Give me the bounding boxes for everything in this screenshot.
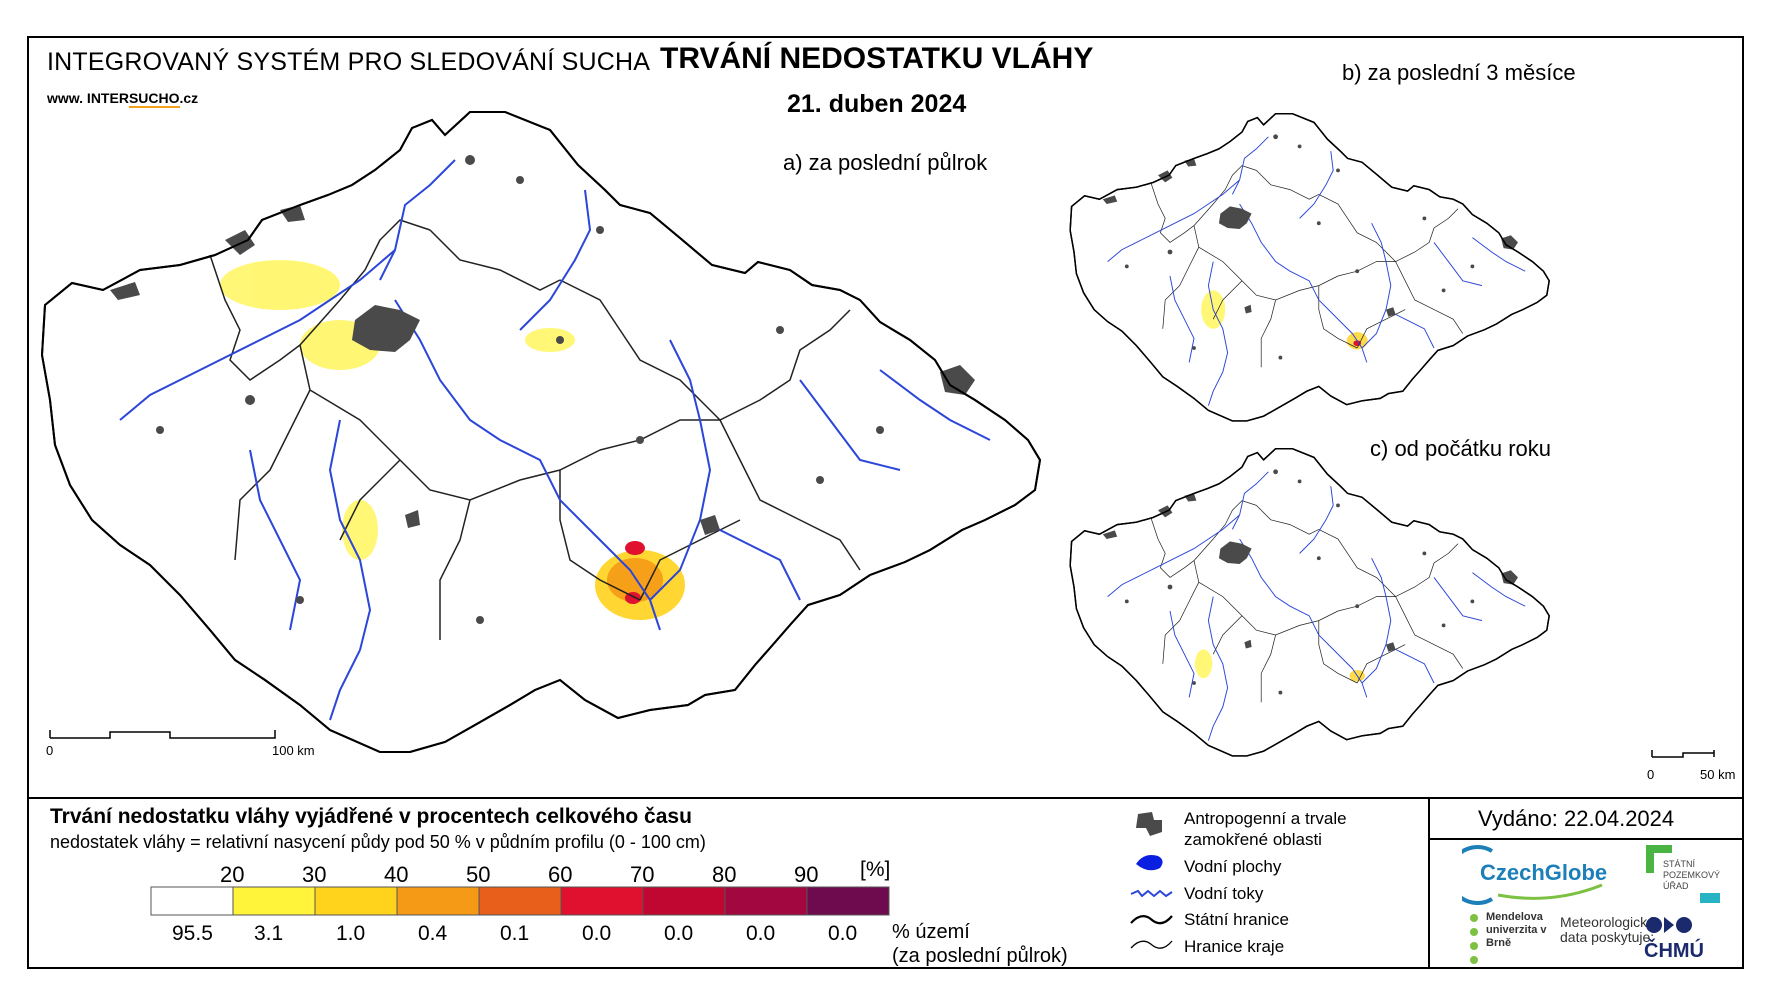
area-percentage: 0.0 [828, 922, 858, 945]
scale-main-end: 100 km [272, 743, 315, 758]
legend-unit: [%] [860, 858, 891, 881]
czechglobe-text: CzechGlobe [1480, 860, 1608, 885]
chmu-logo [1646, 917, 1692, 933]
threshold-label: 60 [548, 862, 573, 887]
scale-bar-small [1651, 750, 1715, 758]
issued-divider [1428, 838, 1744, 840]
legend-symbols [1130, 812, 1173, 949]
ramp-segment [314, 886, 398, 916]
area-percentage: 0.0 [582, 922, 612, 945]
map-frame [27, 36, 1744, 969]
legend-urban-label: Antropogenní a trvale zamokřené oblasti [1184, 809, 1347, 849]
area-percentage: 95.5 [172, 922, 213, 945]
map-c-label: c) od počátku roku [1370, 436, 1551, 461]
ramp-segment [396, 886, 480, 916]
scale-small-end: 50 km [1700, 767, 1736, 782]
mendel-text: Mendelova univerzita v Brně [1486, 911, 1547, 949]
area-percentage: 3.1 [254, 922, 284, 945]
website-suffix: .cz [179, 90, 199, 106]
ramp-segment [232, 886, 316, 916]
website-accent: SUCHO [128, 90, 180, 108]
water-body-icon [1136, 855, 1163, 871]
pct-caption-line2: (za poslední půlrok) [892, 945, 1068, 967]
map-date: 21. duben 2024 [787, 90, 967, 118]
ramp-segment [150, 886, 234, 916]
ramp-segment [724, 886, 808, 916]
threshold-label: 80 [712, 862, 737, 887]
czechglobe-logo [1462, 845, 1603, 905]
area-percentage: 0.0 [746, 922, 776, 945]
mendel-logo [1470, 914, 1478, 964]
river-icon [1130, 889, 1173, 898]
scale-bar-main [49, 730, 276, 739]
legend-state-border-label: Státní hranice [1184, 910, 1289, 929]
ramp-segment [478, 886, 562, 916]
legend-vertical-divider [1428, 797, 1430, 969]
threshold-label: 40 [384, 862, 409, 887]
area-percentage: 1.0 [336, 922, 366, 945]
color-ramp [150, 886, 890, 916]
issued-date: Vydáno: 22.04.2024 [1478, 806, 1675, 831]
legend-title: Trvání nedostatku vláhy vyjádřené v proc… [50, 805, 692, 828]
urban-area-icon [1136, 812, 1162, 836]
threshold-label: 20 [220, 862, 245, 887]
legend-divider [27, 797, 1744, 799]
threshold-label: 50 [466, 862, 491, 887]
map-b [1069, 113, 1550, 422]
ramp-segment [642, 886, 726, 916]
area-percentage: 0.1 [500, 922, 530, 945]
map-a [41, 111, 1041, 753]
system-name: INTEGROVANÝ SYSTÉM PRO SLEDOVÁNÍ SUCHA [47, 48, 651, 76]
legend-water-label: Vodní plochy [1184, 857, 1282, 876]
map-a-label: a) za poslední půlrok [783, 150, 988, 175]
spu-text: STÁTNÍ POZEMKOVÝ ÚŘAD [1663, 859, 1721, 891]
threshold-label: 30 [302, 862, 327, 887]
threshold-label: 70 [630, 862, 655, 887]
chmu-text: ČHMÚ [1644, 940, 1704, 962]
area-percentage: 0.4 [418, 922, 448, 945]
state-border-icon [1130, 915, 1173, 925]
scale-main-start: 0 [46, 743, 54, 758]
page-title: TRVÁNÍ NEDOSTATKU VLÁHY [660, 42, 1094, 75]
map-c [1069, 448, 1550, 757]
scale-small-start: 0 [1647, 767, 1655, 782]
spu-logo [1646, 845, 1720, 903]
region-border-icon [1130, 940, 1173, 949]
legend-region-border-label: Hranice kraje [1184, 937, 1285, 956]
threshold-label: 90 [794, 862, 819, 887]
meteo-text: Meteorologická data poskytuje: [1560, 914, 1655, 945]
map-b-label: b) za poslední 3 měsíce [1342, 60, 1576, 85]
ramp-segment [806, 886, 890, 916]
website-prefix: www. INTER [47, 90, 129, 106]
pct-caption-line1: % území [892, 921, 970, 943]
pct-caption: % území (za poslední půlrok) [892, 920, 1068, 968]
website-link[interactable]: www. INTERSUCHO.cz [47, 90, 199, 108]
legend-river-label: Vodní toky [1184, 884, 1264, 903]
area-percentage: 0.0 [664, 922, 694, 945]
ramp-segment [560, 886, 644, 916]
legend-subtitle: nedostatek vláhy = relativní nasycení pů… [50, 832, 706, 852]
